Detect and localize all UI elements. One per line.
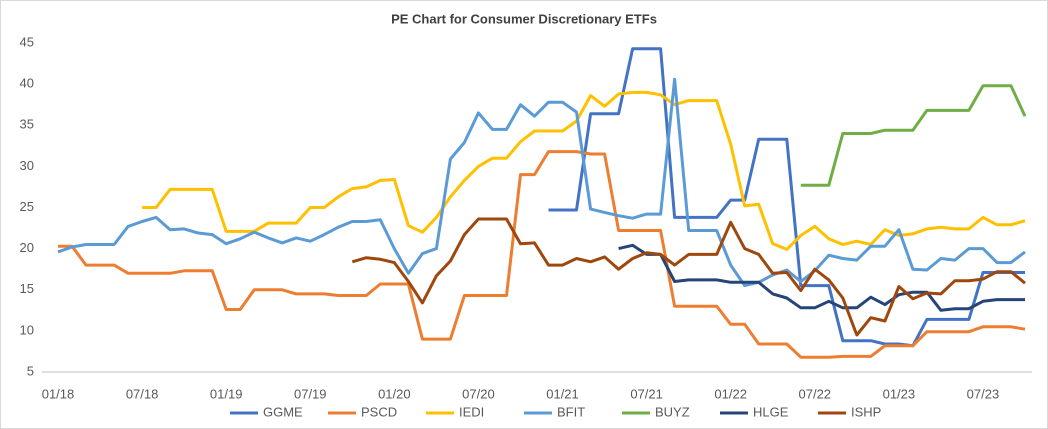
y-tick-label: 15 xyxy=(20,281,34,296)
series-line xyxy=(57,77,1026,288)
y-tick-label: 30 xyxy=(20,158,34,173)
y-tick-label: 20 xyxy=(20,240,34,255)
x-tick-label: 07/19 xyxy=(294,386,327,401)
series-line xyxy=(58,150,1026,359)
y-tick-label: 25 xyxy=(20,199,34,214)
legend-label: PSCD xyxy=(361,404,397,419)
x-tick-label: 07/18 xyxy=(126,386,159,401)
y-tick-label: 40 xyxy=(20,76,34,91)
y-tick-label: 5 xyxy=(27,363,34,378)
x-tick-label: 07/20 xyxy=(462,386,495,401)
x-tick-label: 07/23 xyxy=(967,386,1000,401)
y-tick-label: 10 xyxy=(20,322,34,337)
legend-label: HLGE xyxy=(753,404,789,419)
x-tick-label: 07/21 xyxy=(630,386,663,401)
x-tick-label: 01/22 xyxy=(714,386,747,401)
x-tick-label: 01/21 xyxy=(546,386,579,401)
x-tick-label: 07/22 xyxy=(799,386,832,401)
x-tick-label: 01/20 xyxy=(378,386,411,401)
x-tick-label: 01/18 xyxy=(42,386,75,401)
legend-label: BUYZ xyxy=(655,404,690,419)
series-line xyxy=(351,217,1026,337)
series-line xyxy=(548,47,1025,348)
series-line xyxy=(142,90,1026,251)
y-tick-label: 45 xyxy=(20,34,34,49)
chart-title: PE Chart for Consumer Discretionary ETFs xyxy=(391,11,657,26)
x-tick-label: 01/19 xyxy=(210,386,243,401)
legend-label: ISHP xyxy=(851,404,881,419)
legend-label: GGME xyxy=(263,404,303,419)
legend-label: IEDI xyxy=(459,404,484,419)
x-tick-label: 01/23 xyxy=(883,386,916,401)
series-line xyxy=(800,84,1027,187)
y-tick-label: 35 xyxy=(20,117,34,132)
series-line xyxy=(618,243,1025,312)
legend-label: BFIT xyxy=(557,404,585,419)
